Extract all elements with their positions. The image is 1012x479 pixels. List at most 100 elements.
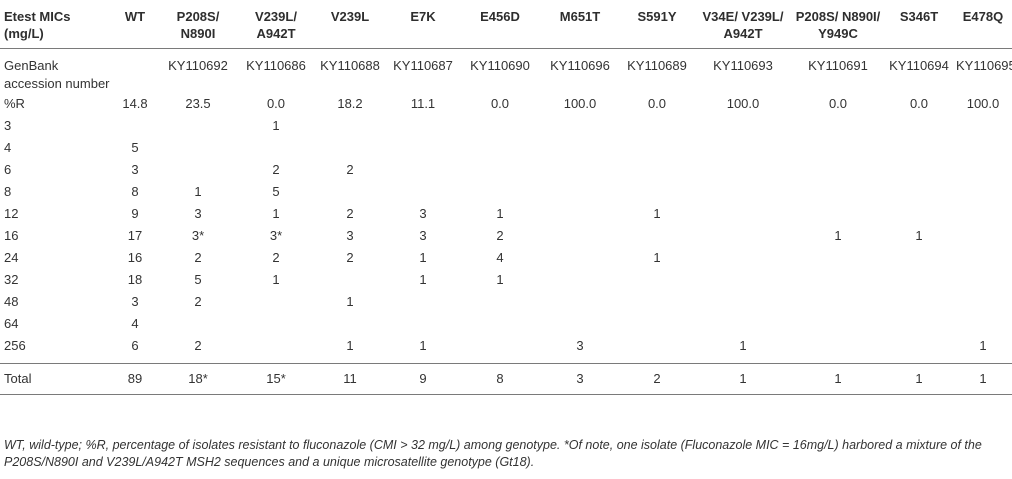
- column-header-mic: Etest MICs (mg/L): [4, 9, 71, 41]
- table-cell: [954, 137, 1012, 159]
- table-cell: 100.0: [726, 96, 760, 111]
- table-cell: [460, 115, 540, 137]
- table-cell: [884, 335, 954, 357]
- table-cell: 4: [496, 250, 504, 265]
- table-row: 48 3 2 1: [0, 291, 1012, 313]
- table-cell: 18*: [188, 371, 208, 386]
- table-cell: 23.5: [185, 96, 211, 111]
- table-cell: [620, 137, 694, 159]
- column-header: V34E/ V239L/ A942T: [702, 9, 784, 41]
- row-label: 256: [4, 338, 26, 353]
- table-cell: [884, 159, 954, 181]
- table-cell: 5: [131, 140, 139, 155]
- table-cell: KY110689: [627, 58, 687, 73]
- table-cell: [158, 159, 238, 181]
- table-cell: 11: [343, 371, 357, 386]
- table-cell: [620, 115, 694, 137]
- table-cell: [620, 159, 694, 181]
- total-row: Total 89 18* 15* 11 9 8 3 2 1 1 1 1: [0, 363, 1012, 395]
- table-cell: 1: [739, 338, 747, 353]
- table-cell: [694, 225, 792, 247]
- column-header: V239L/ A942T: [255, 9, 297, 41]
- table-cell: 1: [915, 228, 923, 243]
- table-cell: [884, 181, 954, 203]
- table-cell: KY110687: [393, 58, 453, 73]
- table-row: 6 3 2 2: [0, 159, 1012, 181]
- column-header: M651T: [559, 9, 601, 24]
- table-cell: [792, 313, 884, 335]
- table-cell: 1: [653, 206, 661, 221]
- table-cell: [954, 225, 1012, 247]
- row-label: 16: [4, 228, 19, 243]
- table-row: 16 17 3* 3* 3 3 2 1 1: [0, 225, 1012, 247]
- row-label: 6: [4, 162, 12, 177]
- table-cell: [460, 313, 540, 335]
- table-cell: KY110688: [320, 58, 380, 73]
- row-label: 8: [4, 184, 12, 199]
- table-cell: KY110686: [246, 58, 306, 73]
- table-cell: 3: [346, 228, 354, 243]
- table-cell: 100.0: [563, 96, 597, 111]
- table-cell: [954, 181, 1012, 203]
- table-cell: 0.0: [909, 96, 929, 111]
- row-label: 32: [4, 272, 19, 287]
- table-cell: [792, 247, 884, 269]
- table-cell: 5: [272, 184, 280, 199]
- table-cell: 1: [915, 371, 923, 386]
- table-cell: KY110690: [470, 58, 530, 73]
- table-cell: [112, 49, 158, 94]
- table-cell: [884, 115, 954, 137]
- table-row: %R 14.8 23.5 0.0 18.2 11.1 0.0 100.0 0.0 100.0 0.0…: [0, 93, 1012, 115]
- table-cell: [694, 115, 792, 137]
- table-cell: [540, 181, 620, 203]
- table-cell: 2: [272, 250, 280, 265]
- column-header: E456D: [480, 9, 520, 24]
- table-cell: 2: [346, 206, 354, 221]
- table-cell: 0.0: [828, 96, 848, 111]
- table-cell: [460, 159, 540, 181]
- table-cell: [460, 291, 540, 313]
- table-cell: 1: [739, 371, 747, 386]
- table-cell: [954, 313, 1012, 335]
- table-cell: KY110694: [889, 58, 949, 73]
- table-cell: 18.2: [337, 96, 363, 111]
- column-header: E478Q: [962, 9, 1004, 24]
- table-cell: [112, 115, 158, 137]
- table-cell: 3: [194, 206, 202, 221]
- table-cell: [620, 225, 694, 247]
- row-label: GenBank accession number: [4, 58, 110, 91]
- table-cell: [792, 181, 884, 203]
- table-cell: [386, 313, 460, 335]
- table-row: 8 8 1 5: [0, 181, 1012, 203]
- table-cell: [238, 137, 314, 159]
- table-cell: [238, 335, 314, 357]
- table-cell: 2: [272, 162, 280, 177]
- table-cell: [386, 137, 460, 159]
- table-cell: [954, 203, 1012, 225]
- column-header: S346T: [899, 9, 939, 24]
- table-cell: 1: [419, 250, 427, 265]
- table-cell: KY110695: [956, 58, 1012, 73]
- row-label: %R: [4, 96, 25, 111]
- table-cell: [694, 247, 792, 269]
- table-cell: 1: [834, 228, 842, 243]
- table-row: 24 16 2 2 2 1 4 1: [0, 247, 1012, 269]
- table-row: 12 9 3 1 2 3 1 1: [0, 203, 1012, 225]
- table-cell: 4: [131, 316, 139, 331]
- table-cell: 1: [653, 250, 661, 265]
- table-cell: [314, 313, 386, 335]
- table-cell: [238, 313, 314, 335]
- mic-table: Etest MICs (mg/L) WT P208S/ N890I V239L/ A9…: [0, 4, 1012, 395]
- table-cell: 18: [127, 272, 143, 287]
- table-cell: [386, 159, 460, 181]
- table-cell: [460, 181, 540, 203]
- table-cell: [314, 115, 386, 137]
- table-cell: [954, 115, 1012, 137]
- genbank-row: GenBank accession number KY110692 KY110686…: [0, 49, 1012, 94]
- table-cell: [792, 269, 884, 291]
- table-cell: 1: [834, 371, 842, 386]
- table-cell: 1: [419, 338, 427, 353]
- table-cell: [620, 269, 694, 291]
- table-cell: [314, 269, 386, 291]
- table-cell: [884, 291, 954, 313]
